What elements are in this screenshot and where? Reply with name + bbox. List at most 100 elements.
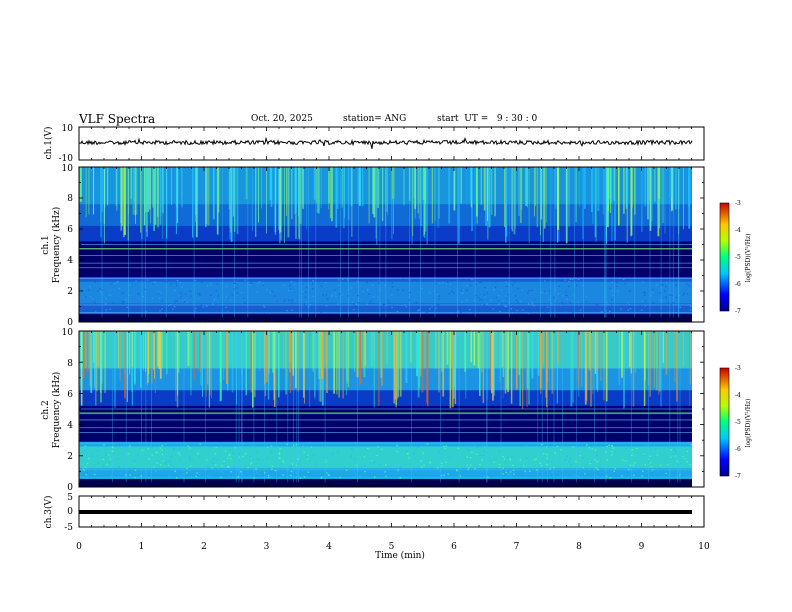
spec-speckle [274, 470, 277, 472]
x-tick-label: 6 [451, 542, 457, 552]
spec-speckle [178, 452, 180, 454]
spec-speckle [220, 470, 223, 472]
spec-speckle [546, 457, 549, 459]
spec-speckle [227, 466, 229, 468]
spec-speckle [238, 453, 241, 455]
spec-speckle [676, 460, 678, 462]
spec-speckle [290, 466, 292, 468]
spec-speckle [334, 292, 336, 294]
spec-speckle [163, 449, 165, 451]
spec-speckle [562, 295, 564, 297]
spec-speckle [271, 468, 273, 470]
spec-speckle [186, 467, 188, 470]
ch1-spec-ylabel: Frequency (kHz) [51, 207, 62, 284]
spec-speckle [440, 465, 443, 467]
spec-speckle [173, 306, 176, 308]
spec-speckle [644, 454, 646, 456]
spec-speckle [271, 291, 273, 293]
spec-speckle [611, 305, 613, 307]
spec-speckle [544, 311, 546, 313]
spec-speckle [512, 464, 514, 466]
spec-speckle [589, 463, 592, 465]
spec-speckle [278, 453, 281, 455]
spec-speckle [372, 284, 374, 286]
spec-speckle [476, 447, 479, 449]
spec-speckle [104, 311, 107, 313]
ch3-ytick: 5 [67, 493, 73, 503]
spec-speckle [551, 472, 553, 474]
spec-speckle [636, 447, 638, 450]
ch1-colorbar-ticks: -3 -4 -5 -6 -7 [735, 200, 741, 315]
spec-speckle [416, 280, 418, 282]
spec-speckle [167, 464, 170, 466]
spec-speckle [442, 282, 444, 284]
spec-speckle [588, 468, 590, 470]
spec-speckle [188, 456, 191, 458]
spec-speckle [81, 467, 83, 469]
spec-speckle [353, 297, 355, 299]
spec-speckle [577, 301, 580, 304]
spec-speckle [422, 452, 424, 454]
spec-speckle [268, 308, 270, 310]
spec-speckle [362, 291, 364, 293]
spec-speckle [359, 308, 362, 311]
spec-speckle [295, 444, 298, 446]
spec-speckle [378, 282, 380, 284]
spec-speckle [471, 451, 473, 453]
spec-speckle [399, 466, 402, 469]
spec-speckle [402, 306, 404, 308]
spec-speckle [594, 459, 596, 461]
ch2-colorbar-ticks: -3 -4 -5 -6 -7 [735, 365, 741, 480]
spec-speckle [686, 461, 688, 463]
spec-speckle [304, 296, 307, 298]
spec-speckle [236, 279, 238, 281]
spec-speckle [671, 457, 673, 460]
spec-speckle [670, 304, 673, 306]
spec-speckle [660, 475, 663, 477]
spec-speckle [479, 464, 481, 466]
spec-speckle [216, 459, 219, 462]
spec-speckle [457, 447, 459, 449]
spec-speckle [574, 474, 576, 476]
spec-speckle [627, 468, 630, 470]
spec-speckle [507, 303, 509, 305]
spec-speckle [576, 284, 578, 286]
spec-speckle [402, 289, 405, 291]
spec-speckle [565, 291, 568, 293]
spec-speckle [312, 309, 314, 311]
spec-speckle [305, 301, 307, 303]
spec-speckle [169, 303, 172, 306]
spec-speckle [511, 455, 513, 457]
spec-speckle [475, 294, 477, 297]
spec-speckle [314, 310, 316, 313]
spec-speckle [661, 300, 663, 302]
spec-speckle [479, 299, 481, 301]
spec-speckle [190, 295, 193, 297]
spec-speckle [546, 292, 548, 294]
spec-speckle [480, 281, 482, 283]
spec-speckle [633, 474, 635, 476]
spec-speckle [509, 471, 512, 473]
spec-speckle [531, 289, 533, 291]
spec-speckle [489, 459, 492, 461]
spec-speckle [581, 309, 583, 311]
spec-speckle [267, 476, 270, 478]
spec-speckle [561, 301, 563, 304]
spec-speckle [363, 456, 365, 458]
spec-speckle [611, 445, 613, 447]
spec-speckle [117, 308, 120, 310]
spec-speckle [111, 450, 113, 452]
spec-speckle [654, 448, 657, 450]
spec-speckle [585, 443, 588, 446]
spec-speckle [313, 454, 315, 456]
spec-speckle [385, 475, 387, 477]
ch2-spec-ytick: 4 [67, 421, 73, 431]
ch2-spec-ylabel-top: ch.2 [41, 400, 51, 419]
ch2-cbar-tick: -5 [735, 419, 741, 426]
spec-speckle [106, 463, 109, 465]
spec-speckle [339, 293, 341, 295]
spec-speckle [466, 456, 468, 458]
spec-speckle [146, 470, 148, 472]
spec-speckle [208, 475, 211, 477]
